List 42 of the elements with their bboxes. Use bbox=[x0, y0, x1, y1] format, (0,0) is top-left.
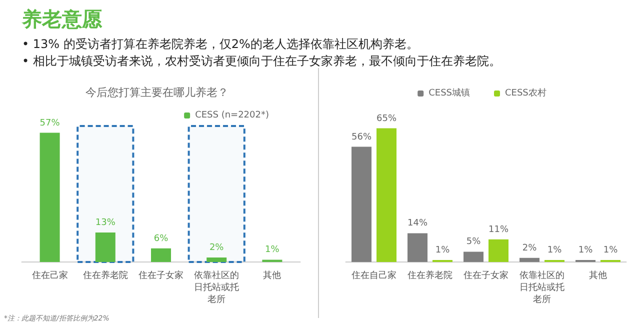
x-tick-label: 住在己家 bbox=[32, 270, 68, 281]
x-tick-label: 其他 bbox=[589, 270, 607, 281]
x-tick-label: 住在养老院 bbox=[408, 270, 452, 281]
data-label: 5% bbox=[466, 237, 482, 248]
data-label: 65% bbox=[376, 114, 397, 124]
data-label: 2% bbox=[522, 243, 538, 254]
bar bbox=[95, 232, 116, 262]
text: 养老意愿 bbox=[22, 6, 102, 33]
text: • 13% 的受访者打算在养老院养老，仅2%的老人选择依靠社区机构养老。 bbox=[22, 36, 420, 53]
x-tick-label: 其他 bbox=[263, 270, 282, 281]
bar bbox=[206, 257, 227, 262]
bar bbox=[376, 128, 396, 262]
data-label: 13% bbox=[95, 218, 116, 228]
bar bbox=[488, 239, 508, 262]
x-tick-label: 依靠社区的日托站或托老所 bbox=[520, 270, 564, 305]
data-label: 1% bbox=[435, 245, 450, 256]
data-label: 57% bbox=[40, 118, 60, 128]
bar bbox=[520, 258, 540, 262]
x-tick-label: 住在自己家 bbox=[352, 270, 396, 281]
x-tick-label: 依靠社区的日托站或托老所 bbox=[194, 270, 240, 305]
data-label: 56% bbox=[351, 132, 372, 142]
bar bbox=[352, 146, 372, 262]
x-tick-label: 住在子女家 bbox=[464, 270, 508, 281]
data-label: 1% bbox=[547, 245, 562, 256]
legend-label: CESS农村 bbox=[505, 88, 546, 98]
chart-title: 今后您打算主要在哪儿养老？ bbox=[86, 86, 228, 99]
x-tick-label: 住在子女家 bbox=[138, 270, 184, 281]
data-label: 2% bbox=[209, 242, 224, 253]
text: • 相比于城镇受访者来说，农村受访者更倾向于住在子女家养老，最不倾向于住在养老院。 bbox=[22, 53, 501, 70]
bar bbox=[151, 248, 171, 262]
data-label: 1% bbox=[603, 245, 618, 256]
legend-label: CESS (n=2202*) bbox=[195, 110, 270, 120]
bar bbox=[408, 233, 428, 262]
data-label: 1% bbox=[265, 245, 280, 256]
x-tick-label: 住在养老院 bbox=[82, 270, 128, 281]
data-label: 1% bbox=[578, 245, 594, 256]
data-label: 14% bbox=[407, 218, 428, 229]
bar bbox=[464, 252, 484, 262]
data-label: 6% bbox=[154, 234, 169, 244]
bar bbox=[40, 132, 60, 262]
data-label: 11% bbox=[488, 224, 509, 235]
legend-label: CESS城镇 bbox=[428, 88, 470, 98]
